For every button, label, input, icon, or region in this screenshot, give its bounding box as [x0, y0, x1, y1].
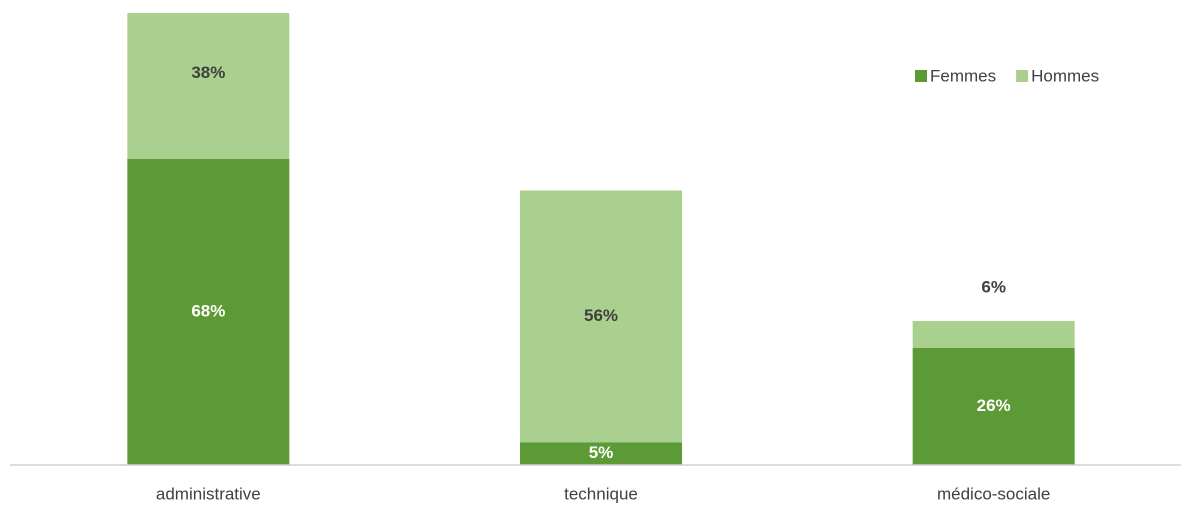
bar-segment	[127, 159, 290, 465]
x-tick-label: administrative	[156, 484, 261, 503]
x-tick-label: médico-sociale	[937, 484, 1050, 503]
data-label: 56%	[584, 306, 618, 325]
legend-swatch	[915, 70, 927, 82]
plot-area	[127, 13, 1075, 465]
data-label: 68%	[191, 301, 225, 320]
legend-label: Femmes	[930, 66, 996, 85]
legend-swatch	[1016, 70, 1029, 82]
bar-segment	[912, 321, 1075, 348]
legend-label: Hommes	[1031, 66, 1099, 85]
bar-segment	[520, 190, 682, 443]
bar-segment	[127, 13, 290, 159]
bar-segment	[912, 348, 1075, 465]
x-tick-label: technique	[564, 484, 638, 503]
data-label: 5%	[589, 443, 614, 462]
data-label: 26%	[977, 396, 1011, 415]
data-label: 6%	[981, 277, 1006, 296]
data-label: 38%	[191, 63, 225, 82]
bar-segment	[520, 442, 682, 465]
